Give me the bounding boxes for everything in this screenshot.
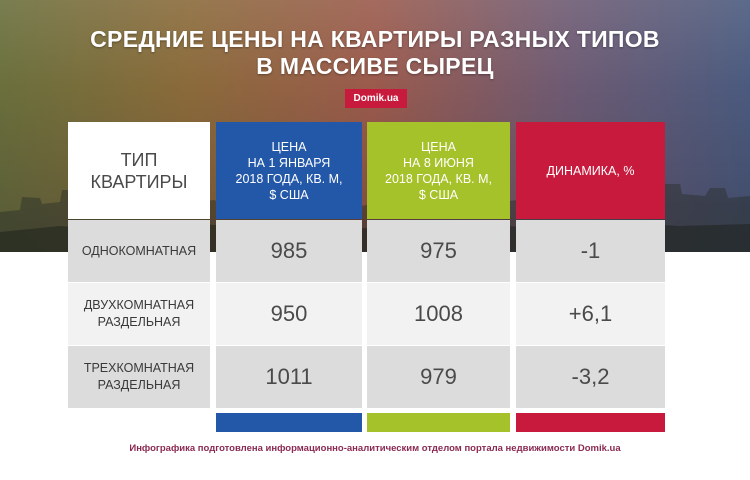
header-text-line: 2018 ГОДА, КВ. М,: [235, 171, 343, 186]
dynamics-cell: +6,1: [516, 283, 665, 345]
header-text-line: КВАРТИРЫ: [90, 171, 188, 192]
price-june-cell: 975: [367, 220, 510, 282]
column-footer-strip: [216, 413, 362, 432]
row-label-line: РАЗДЕЛЬНАЯ: [97, 378, 181, 392]
price-january-cell: 985: [216, 220, 362, 282]
header-apartment-type: ТИП КВАРТИРЫ: [68, 122, 210, 219]
header-text-line: НА 8 ИЮНЯ: [403, 155, 474, 170]
header-dynamics: ДИНАМИКА, %: [516, 122, 665, 219]
row-label-line: ДВУХКОМНАТНАЯ: [83, 298, 195, 312]
dynamics-cell: -3,2: [516, 346, 665, 408]
header-price-january: ЦЕНА НА 1 ЯНВАРЯ 2018 ГОДА, КВ. М, $ США: [216, 122, 362, 219]
footer-credit: Инфографика подготовлена информационно-а…: [129, 443, 621, 454]
column-footer-strip: [516, 413, 665, 432]
column-dynamics: ДИНАМИКА, % -1 +6,1 -3,2: [516, 122, 665, 432]
header-text-line: ДИНАМИКА, %: [546, 163, 635, 178]
table-row-label: ОДНОКОМНАТНАЯ: [68, 220, 210, 282]
header-text-line: НА 1 ЯНВАРЯ: [247, 155, 331, 170]
header-text-line: $ США: [418, 187, 459, 202]
price-june-cell: 1008: [367, 283, 510, 345]
header-text-line: ЦЕНА: [271, 139, 307, 154]
header-text-line: 2018 ГОДА, КВ. М,: [385, 171, 492, 186]
row-label-line: ОДНОКОМНАТНАЯ: [81, 243, 197, 258]
row-label-line: РАЗДЕЛЬНАЯ: [97, 315, 181, 329]
column-footer-strip: [68, 413, 210, 432]
dynamics-cell: -1: [516, 220, 665, 282]
column-price-june: ЦЕНА НА 8 ИЮНЯ 2018 ГОДА, КВ. М, $ США 975 1…: [367, 122, 510, 432]
column-apartment-type: ТИП КВАРТИРЫ ОДНОКОМНАТНАЯ ДВУХКОМНАТНАЯ РА…: [68, 122, 210, 432]
domik-logo-badge[interactable]: Domik.ua: [345, 89, 407, 108]
column-footer-strip: [367, 413, 510, 432]
header-text-line: $ США: [269, 187, 309, 202]
price-june-cell: 979: [367, 346, 510, 408]
table-row-label: ТРЕХКОМНАТНАЯ РАЗДЕЛЬНАЯ: [68, 346, 210, 408]
table-row-label: ДВУХКОМНАТНАЯ РАЗДЕЛЬНАЯ: [68, 283, 210, 345]
price-january-cell: 1011: [216, 346, 362, 408]
header-text-line: ЦЕНА: [421, 139, 456, 154]
header-text-line: ТИП: [120, 149, 158, 170]
column-price-january: ЦЕНА НА 1 ЯНВАРЯ 2018 ГОДА, КВ. М, $ США 98…: [216, 122, 362, 432]
row-label-line: ТРЕХКОМНАТНАЯ: [83, 361, 195, 375]
page-title-line-1: СРЕДНИЕ ЦЕНЫ НА КВАРТИРЫ РАЗНЫХ ТИПОВ: [90, 26, 660, 52]
page-title-line-2: В МАССИВЕ СЫРЕЦ: [256, 53, 494, 79]
header-price-june: ЦЕНА НА 8 ИЮНЯ 2018 ГОДА, КВ. М, $ США: [367, 122, 510, 219]
price-january-cell: 950: [216, 283, 362, 345]
